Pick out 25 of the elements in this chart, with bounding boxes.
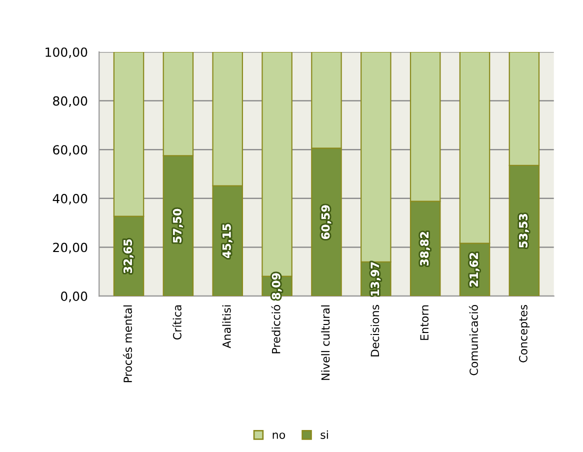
- x-tick-label: Decisions: [370, 304, 380, 356]
- data-label: 38,82: [420, 232, 430, 266]
- y-tick-label: 20,00: [53, 242, 88, 254]
- y-tick-label: 40,00: [52, 194, 88, 205]
- y-tick-label: 0,00: [60, 292, 88, 302]
- data-label: 60,59: [321, 205, 332, 239]
- data-label: 57,50: [173, 208, 183, 243]
- data-label: 21,62: [470, 253, 480, 286]
- data-label: 32,65: [124, 239, 134, 274]
- x-tick-label: Entorn: [420, 305, 429, 340]
- x-tick-label: Conceptes: [519, 304, 530, 362]
- legend-label: si: [320, 430, 328, 439]
- x-tick-label: Predicció: [271, 305, 280, 354]
- x-tick-label: Analitisi: [222, 305, 231, 348]
- y-tick-label: 100,00: [46, 47, 88, 58]
- data-label: 45,15: [222, 224, 232, 258]
- x-tick-label: Nivell cultural: [321, 305, 330, 380]
- legend-label: no: [272, 432, 286, 439]
- data-label: 53,53: [519, 214, 529, 248]
- x-tick-label: Procés mental: [122, 305, 132, 382]
- data-label: 13,97: [370, 262, 381, 296]
- x-tick-label: Comunicació: [468, 305, 478, 376]
- y-tick-label: 80,00: [53, 96, 88, 107]
- y-tick-label: 60,00: [53, 145, 88, 156]
- x-tick-label: Crítica: [172, 305, 182, 340]
